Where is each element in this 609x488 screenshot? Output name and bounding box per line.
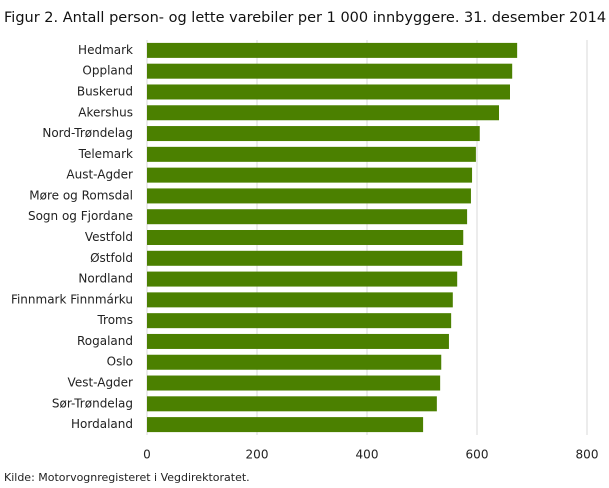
y-tick-label: Nordland [78, 272, 133, 286]
bar [147, 167, 473, 183]
y-tick-label: Akershus [78, 105, 133, 119]
bar [147, 126, 480, 142]
y-tick-label: Finnmark Finnmárku [11, 292, 133, 306]
y-tick-label: Buskerud [77, 84, 133, 98]
source: Kilde: Motorvognregisteret i Vegdirektor… [4, 471, 250, 484]
bar [147, 271, 458, 287]
y-tick-label: Møre og Romsdal [29, 188, 133, 202]
y-tick-label: Oslo [107, 355, 133, 369]
y-tick-label: Troms [96, 313, 133, 327]
bar [147, 42, 518, 58]
bar [147, 354, 442, 370]
x-tick-label: 200 [246, 448, 269, 462]
y-tick-label: Vest-Agder [68, 376, 134, 390]
y-tick-label: Sør-Trøndelag [52, 396, 133, 410]
bar [147, 105, 499, 121]
y-tick-label: Sogn og Fjordane [28, 209, 133, 223]
y-tick-label: Telemark [78, 147, 133, 161]
y-tick-label: Hedmark [78, 43, 133, 57]
x-tick-label: 400 [356, 448, 379, 462]
bar [147, 84, 510, 100]
bar [147, 188, 471, 204]
y-tick-label: Hordaland [71, 417, 133, 431]
x-tick-label: 600 [466, 448, 489, 462]
bar [147, 417, 424, 433]
bar [147, 396, 437, 412]
x-tick-label: 800 [576, 448, 599, 462]
y-tick-label: Oppland [82, 64, 133, 78]
bar [147, 333, 449, 349]
bar [147, 313, 452, 329]
bar [147, 250, 463, 266]
bar [147, 209, 468, 225]
bar [147, 292, 453, 308]
y-tick-label: Aust-Agder [66, 168, 133, 182]
y-tick-label: Rogaland [77, 334, 133, 348]
chart-title: Figur 2. Antall person- og lette varebil… [4, 10, 606, 26]
y-tick-label: Nord-Trøndelag [42, 126, 133, 140]
bar [147, 230, 464, 245]
bar [147, 146, 476, 162]
y-tick-label: Vestfold [85, 230, 133, 244]
x-tick-label: 0 [143, 448, 151, 462]
y-tick-label: Østfold [90, 251, 133, 265]
bar [147, 375, 441, 391]
bar [147, 63, 513, 79]
